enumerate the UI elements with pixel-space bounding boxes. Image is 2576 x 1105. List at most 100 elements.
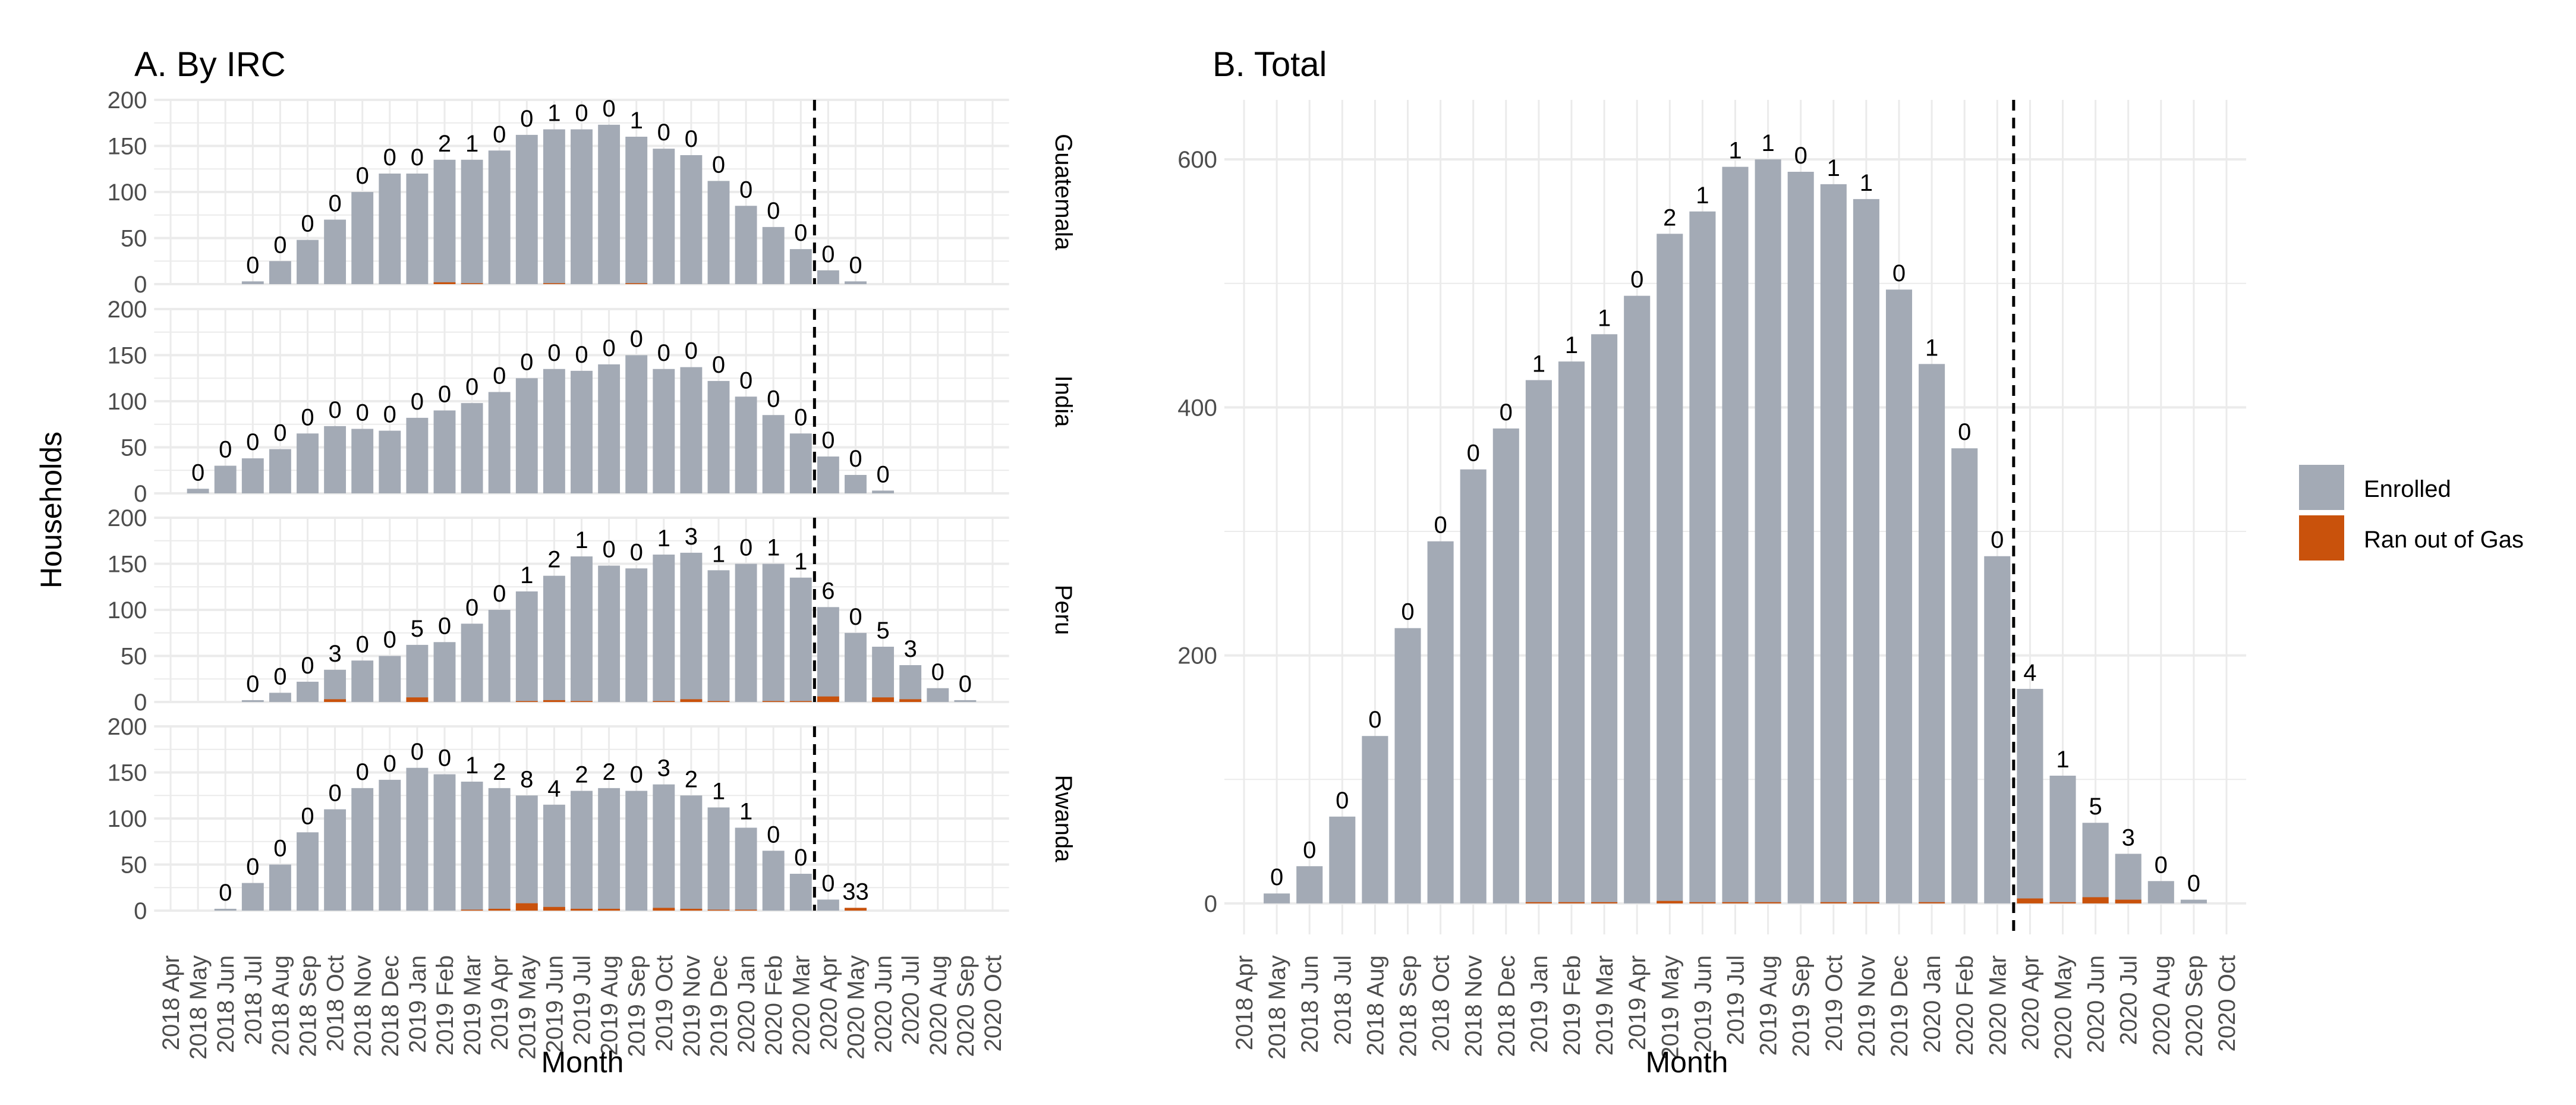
panel-a-xtick-label-2019-aug: 2019 Aug <box>597 955 623 1056</box>
total-data-label-2019-dec: 0 <box>1892 260 1906 287</box>
total-data-label-2019-jan: 1 <box>1532 351 1545 377</box>
peru-data-label-2020-apr: 6 <box>821 578 834 604</box>
india-data-label-2020-jan: 0 <box>739 367 752 393</box>
rwanda-bar-enrolled-2019-apr <box>488 788 511 911</box>
total-data-label-2020-jun: 5 <box>2089 794 2102 820</box>
legend: Enrolled Ran out of Gas <box>2299 465 2524 561</box>
guatemala-bar-ran-out-2019-feb <box>433 282 456 284</box>
guatemala-bar-enrolled-2018-jul <box>241 281 264 284</box>
rwanda-bar-ran-out-2019-mar <box>461 909 483 911</box>
rwanda-bar-enrolled-2020-jan <box>735 827 757 911</box>
guatemala-bar-enrolled-2019-jun <box>543 129 565 284</box>
panel-b-xtick-label-2020-sep: 2020 Sep <box>2181 955 2207 1057</box>
total-bar-enrolled-2019-oct <box>1820 184 1847 903</box>
panel-b-xtick-label-2020-mar: 2020 Mar <box>1985 955 2011 1056</box>
legend-label-enrolled: Enrolled <box>2364 476 2451 502</box>
peru-data-label-2020-jan: 0 <box>739 535 752 561</box>
total-bar-ran-out-2019-nov <box>1853 902 1879 903</box>
india-bar-enrolled-2019-jan <box>406 417 429 493</box>
total-bar-ran-out-2019-aug <box>1755 902 1781 903</box>
guatemala-bar-enrolled-2019-mar <box>461 159 483 284</box>
total-data-label-2019-jul: 1 <box>1728 138 1742 164</box>
total-bar-enrolled-2018-dec <box>1492 428 1519 903</box>
guatemala-bar-enrolled-2018-oct <box>324 219 347 284</box>
panel-b-xtick-label-2018-jun: 2018 Jun <box>1297 955 1323 1053</box>
peru-data-label-2019-may: 1 <box>520 562 533 588</box>
india-bar-enrolled-2019-may <box>515 378 538 493</box>
peru-data-label-2018-oct: 3 <box>328 641 341 667</box>
india-data-label-2018-jun: 0 <box>219 437 232 463</box>
panel-a-xtick-label-2018-jul: 2018 Jul <box>240 955 266 1045</box>
india-data-label-2020-may: 0 <box>849 446 862 472</box>
peru-ytick-label: 100 <box>108 597 147 624</box>
peru-data-label-2020-jun: 5 <box>876 618 889 644</box>
panel-b-xtick-label-2019-aug: 2019 Aug <box>1756 955 1782 1056</box>
rwanda-data-label-2019-jul: 2 <box>575 762 588 788</box>
total-data-label-2020-may: 1 <box>2056 747 2069 773</box>
peru-bar-enrolled-2020-jul <box>899 665 922 702</box>
rwanda-bar-ran-out-2019-jul <box>571 908 593 911</box>
total-data-label-2020-sep: 0 <box>2187 871 2200 897</box>
india-bar-enrolled-2018-jun <box>214 465 237 493</box>
rwanda-bar-ran-out-2019-nov <box>680 908 703 911</box>
panel-b-xtick-label-2020-oct: 2020 Oct <box>2214 955 2240 1052</box>
india-bar-enrolled-2018-dec <box>379 430 401 493</box>
total-bar-enrolled-2019-aug <box>1755 159 1781 903</box>
guatemala-bar-enrolled-2018-nov <box>351 192 374 284</box>
rwanda-data-label-2020-may: 33 <box>842 879 869 905</box>
peru-bar-enrolled-2020-jan <box>735 563 757 702</box>
total-data-label-2020-jan: 1 <box>1925 335 1938 361</box>
india-bar-enrolled-2018-jul <box>241 458 264 493</box>
india-ytick-label: 200 <box>108 297 147 323</box>
rwanda-data-label-2018-aug: 0 <box>273 836 286 862</box>
india-data-label-2020-apr: 0 <box>821 427 834 454</box>
peru-data-label-2018-sep: 0 <box>301 653 314 679</box>
total-data-label-2018-oct: 0 <box>1434 512 1447 539</box>
guatemala-data-label-2019-mar: 1 <box>465 131 478 157</box>
guatemala-ytick-label: 50 <box>121 226 147 252</box>
panel-a-xtick-label-2020-sep: 2020 Sep <box>953 955 979 1057</box>
guatemala-bar-enrolled-2020-may <box>845 281 867 284</box>
rwanda-data-label-2019-jan: 0 <box>411 739 424 765</box>
panel-b-xtick-label-2020-jul: 2020 Jul <box>2116 955 2142 1045</box>
peru-bar-ran-out-2019-jul <box>571 701 593 702</box>
peru-data-label-2019-apr: 0 <box>493 581 506 607</box>
rwanda-bar-enrolled-2020-apr <box>817 899 839 911</box>
peru-data-label-2019-mar: 0 <box>465 594 478 621</box>
peru-bar-enrolled-2020-mar <box>789 577 812 702</box>
rwanda-data-label-2019-sep: 0 <box>630 762 643 788</box>
total-ytick-label: 0 <box>1204 891 1217 917</box>
guatemala-ytick-label: 200 <box>108 87 147 114</box>
total-bar-enrolled-2020-apr <box>2017 688 2043 903</box>
total-ytick-label: 600 <box>1177 147 1217 173</box>
guatemala-bar-enrolled-2019-jan <box>406 174 429 284</box>
india-bar-enrolled-2020-may <box>845 475 867 493</box>
panel-b-xtick-label-2019-dec: 2019 Dec <box>1887 955 1913 1057</box>
total-bar-ran-out-2020-apr <box>2017 898 2043 903</box>
guatemala-data-label-2019-oct: 0 <box>657 119 670 146</box>
total-data-label-2020-jul: 3 <box>2122 824 2135 851</box>
guatemala-bar-enrolled-2020-feb <box>762 226 785 284</box>
peru-data-label-2019-feb: 0 <box>438 613 451 639</box>
india-bar-enrolled-2019-oct <box>653 369 675 493</box>
peru-bar-enrolled-2020-jun <box>872 647 895 702</box>
guatemala-bar-enrolled-2019-apr <box>488 150 511 284</box>
india-bar-enrolled-2018-nov <box>351 429 374 493</box>
peru-bar-enrolled-2018-jul <box>241 700 264 702</box>
peru-ytick-label: 0 <box>134 690 147 716</box>
india-data-label-2019-jun: 0 <box>547 340 560 366</box>
rwanda-bar-enrolled-2019-aug <box>598 788 621 911</box>
total-bar-enrolled-2020-feb <box>1951 448 1978 903</box>
peru-bar-enrolled-2018-nov <box>351 660 374 702</box>
guatemala-bar-enrolled-2020-mar <box>789 249 812 284</box>
guatemala-data-label-2019-jun: 1 <box>547 100 560 127</box>
india-bar-enrolled-2018-oct <box>324 426 347 493</box>
panel-b-xtick-label-2019-apr: 2019 Apr <box>1624 955 1651 1050</box>
guatemala-bar-enrolled-2018-dec <box>379 174 401 284</box>
panel-a-xtick-label-2020-mar: 2020 Mar <box>788 955 814 1056</box>
rwanda-data-label-2020-mar: 0 <box>794 845 807 871</box>
guatemala-bar-enrolled-2019-feb <box>433 159 456 284</box>
rwanda-bar-enrolled-2020-feb <box>762 851 785 911</box>
panel-b-xtick-label-2018-jul: 2018 Jul <box>1330 955 1356 1045</box>
